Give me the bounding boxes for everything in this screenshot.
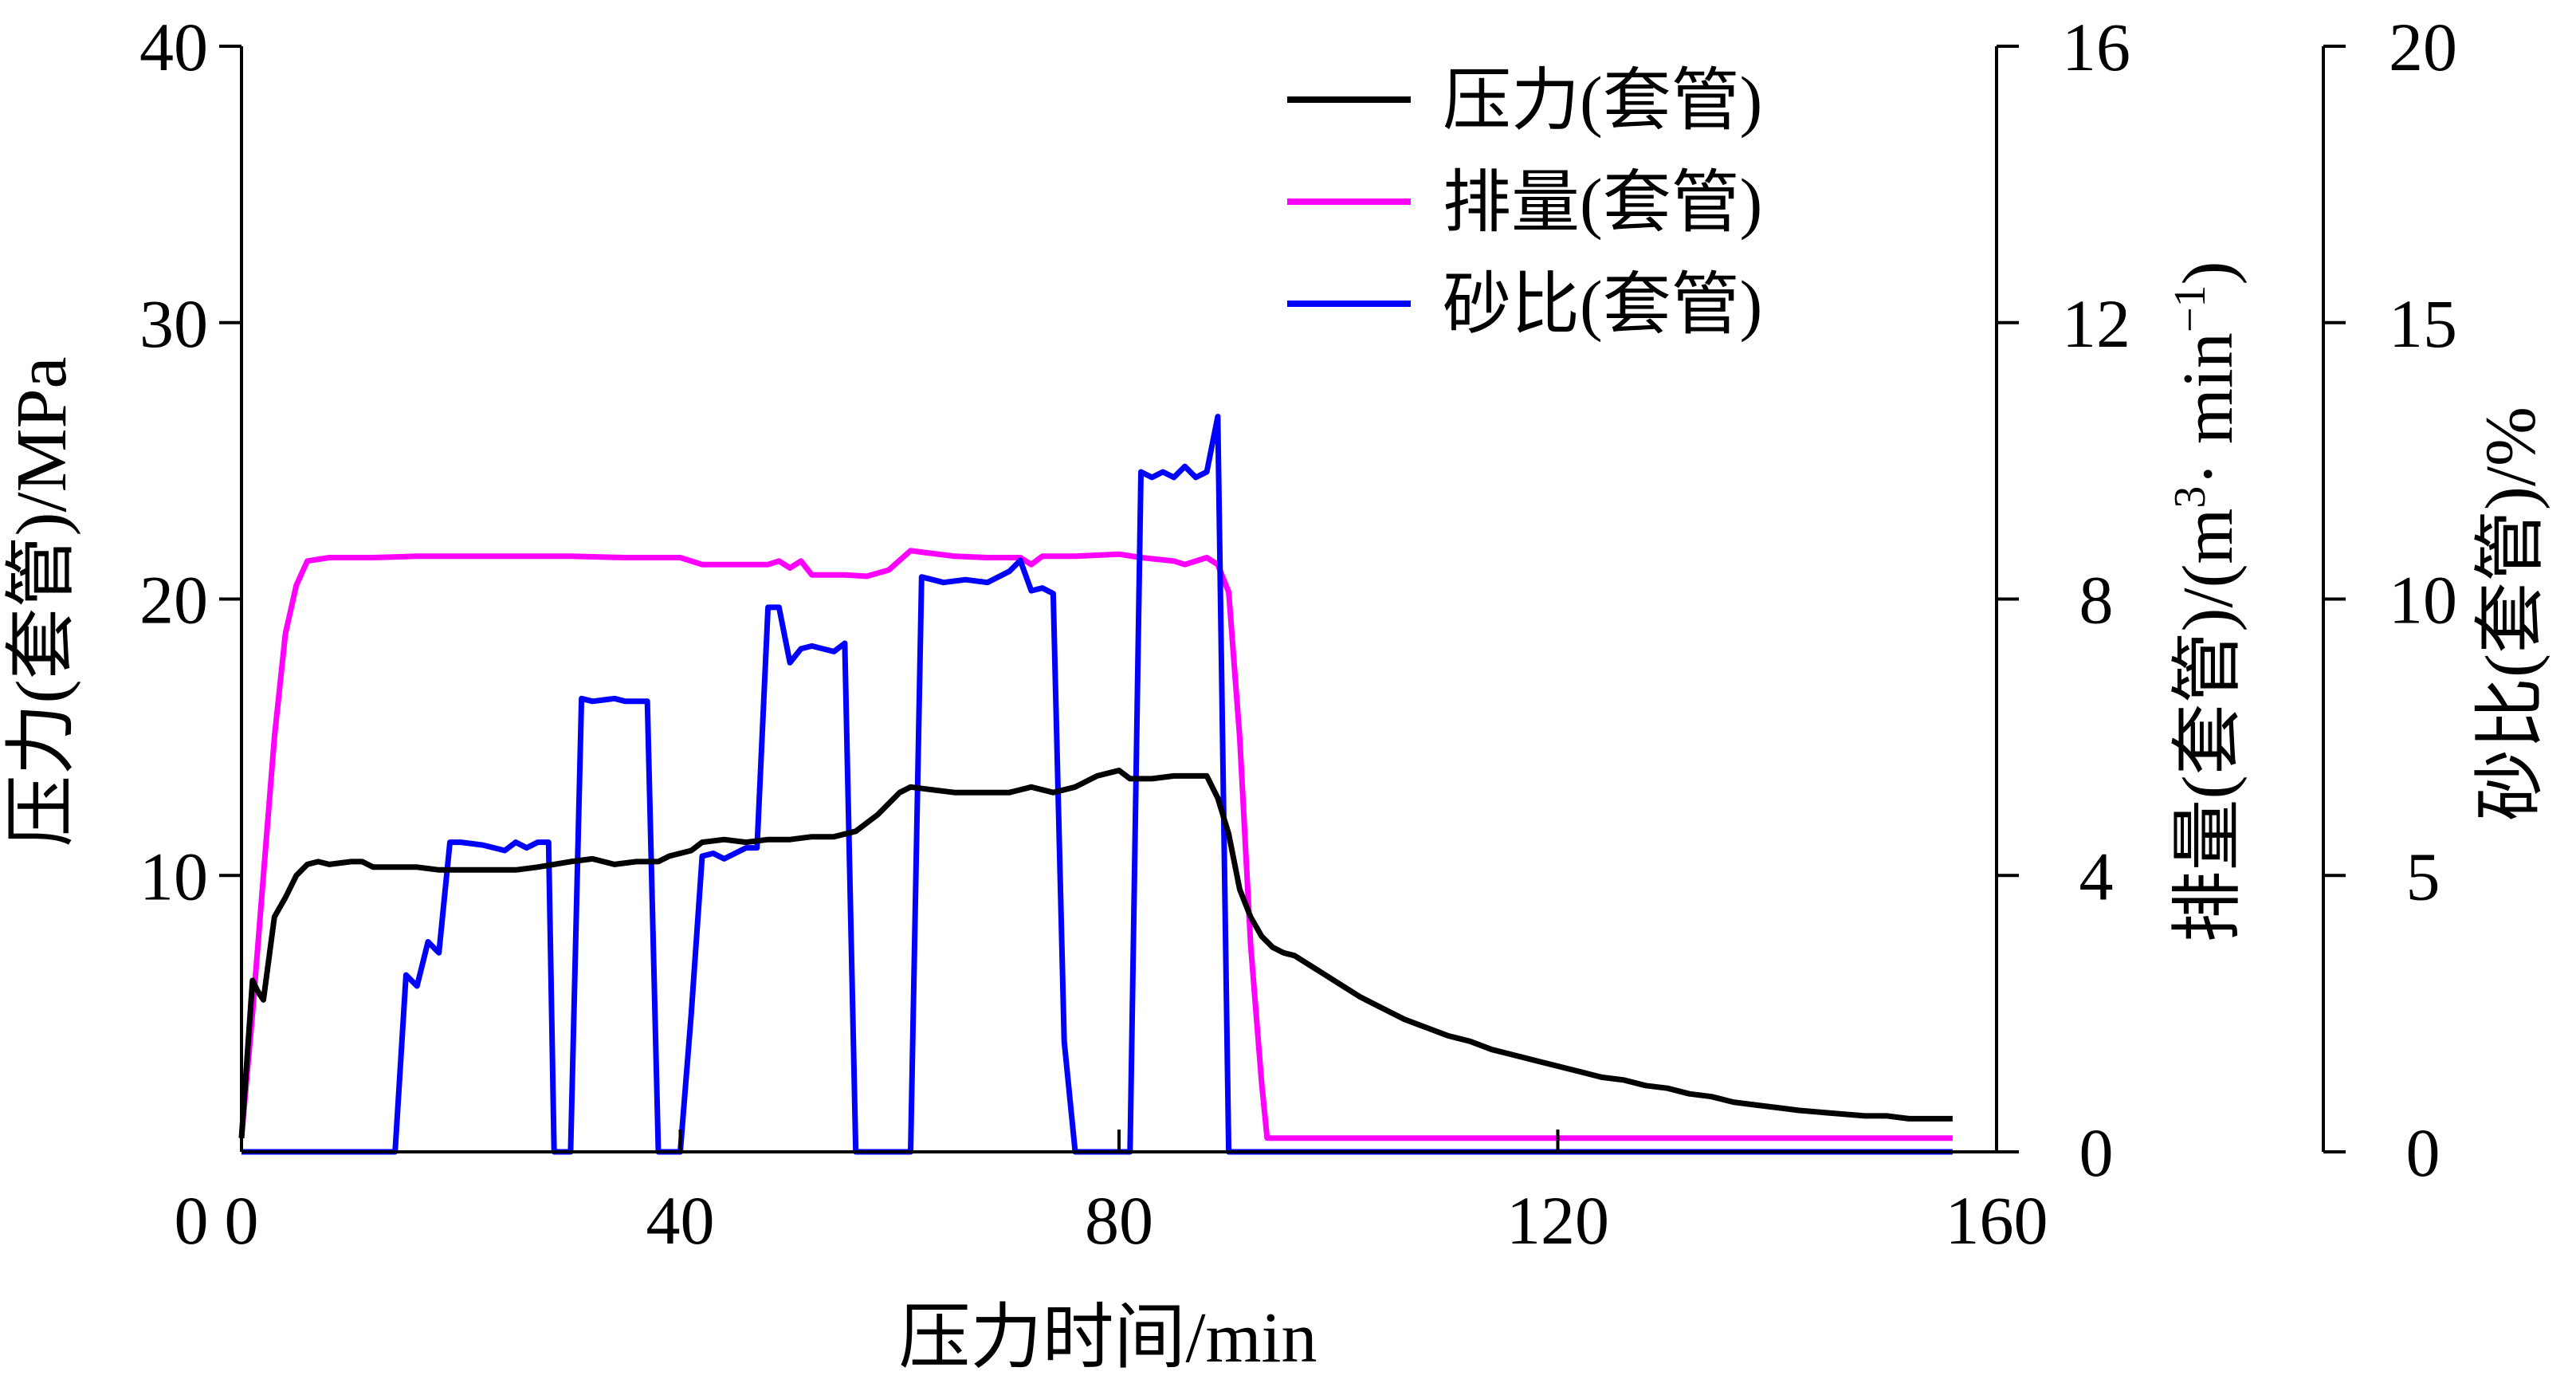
origin-label: 0 xyxy=(175,1182,209,1259)
rate-label-sup2: −1 xyxy=(2166,285,2215,332)
x-tick-label-0: 0 xyxy=(225,1182,259,1259)
y-left-tick-label-3: 40 xyxy=(139,9,208,85)
rate-label-sup1: 3 xyxy=(2166,486,2215,509)
series-line-rate xyxy=(238,548,1953,1141)
x-tick-label-1: 40 xyxy=(646,1182,715,1259)
y-left-axis-title: 压力(套管)/MPa xyxy=(2,357,81,847)
y-rate-axis-title: 排量(套管)/(m3· min−1) xyxy=(2166,261,2248,943)
series-line-pressure xyxy=(238,768,1953,1138)
x-ticks: 0 40 80 120 160 xyxy=(225,1130,2048,1259)
y-rate-tick-label-3: 12 xyxy=(2062,285,2130,362)
y-left-ticks: 10 20 30 40 0 xyxy=(139,9,242,1259)
y-sand-tick-label-4: 20 xyxy=(2389,9,2457,85)
rate-label-suffix: ) xyxy=(2169,261,2248,285)
y-sand-ticks: 0 5 10 15 20 xyxy=(2323,9,2457,1191)
y-rate-ticks: 0 4 8 12 16 xyxy=(1997,9,2130,1191)
x-axis-title: 压力时间/min xyxy=(898,1299,1317,1377)
y-rate-tick-label-1: 4 xyxy=(2079,838,2114,914)
legend-label-pressure: 压力(套管) xyxy=(1443,62,1762,139)
series-layer xyxy=(238,414,1953,1155)
y-rate-tick-label-2: 8 xyxy=(2079,562,2114,639)
legend-label-sand: 砂比(套管) xyxy=(1443,266,1762,343)
axes-layer: 0 40 80 120 160 10 20 30 40 0 0 4 8 12 16 0 5 10 15 20 xyxy=(139,9,2457,1259)
y-left-tick-label-2: 30 xyxy=(139,285,208,362)
x-tick-label-3: 120 xyxy=(1506,1182,1609,1259)
x-tick-label-2: 80 xyxy=(1085,1182,1153,1259)
series-line-sand xyxy=(242,414,1953,1155)
y-sand-tick-label-2: 10 xyxy=(2389,562,2457,639)
y-rate-tick-label-4: 16 xyxy=(2062,9,2130,85)
rate-label-prefix: 排量(套管)/(m xyxy=(2169,509,2248,943)
rate-label-mid: · min xyxy=(2169,332,2248,485)
x-tick-label-4: 160 xyxy=(1946,1182,2048,1259)
y-left-tick-label-1: 20 xyxy=(139,562,208,639)
y-sand-tick-label-3: 15 xyxy=(2389,285,2457,362)
y-left-tick-label-0: 10 xyxy=(139,838,208,914)
legend-label-rate: 排量(套管) xyxy=(1443,164,1762,241)
y-sand-tick-label-1: 5 xyxy=(2406,838,2441,914)
legend: 压力(套管) 排量(套管) 砂比(套管) xyxy=(1287,62,1762,343)
y-sand-axis-title: 砂比(套管)/% xyxy=(2472,407,2550,821)
y-sand-tick-label-0: 0 xyxy=(2406,1114,2441,1191)
y-rate-tick-label-0: 0 xyxy=(2079,1114,2114,1191)
